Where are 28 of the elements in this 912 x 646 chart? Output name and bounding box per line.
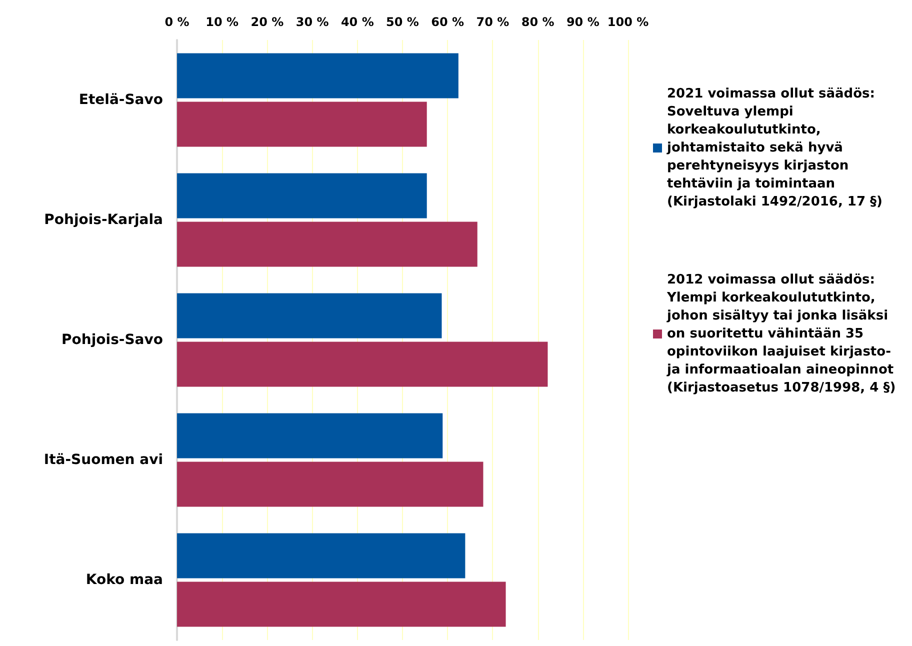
bar [177,102,427,147]
y-tick-label: Pohjois-Savo [62,332,164,348]
x-tick-label: 10 % [206,15,239,29]
y-tick-label: Koko maa [86,572,163,588]
legend-label: 2021 voimassa ollut säädös: Soveltuva ylempi korkeakoulututkinto, johtamistaito sekä hyvä perehtyneisyys kirjaston tehtäviin ja toimintaan (Kirjastolaki 1492/2016, 17 §) [666,86,882,210]
y-tick-label: Etelä-Savo [78,92,164,108]
bar [177,293,442,338]
x-tick-label: 60 % [431,15,464,29]
x-tick-label: 90 % [566,15,600,29]
bar [177,582,506,627]
bar [177,342,548,387]
bar [177,533,466,578]
bar [177,222,478,267]
x-tick-label: 50 % [386,15,419,29]
y-tick-label: Itä-Suomen avi [44,452,163,468]
x-tick-label: 40 % [340,15,374,29]
bar [177,53,458,98]
bar [177,413,443,458]
legend-label: 2012 voimassa ollut säädös: Ylempi korkeakoulututkinto, johon sisältyy tai jonka lisäksi on suoritettu vähintään 35 opintoviikon laajuiset kirjasto- ja informaatioalan aineopinnot (Kirjastoasetus 1078/1998, 4 §) [666,272,898,396]
x-tick-label: 30 % [296,15,329,29]
y-tick-label: Pohjois-Karjala [44,212,163,228]
x-tick-label: 80 % [521,15,554,29]
bar [177,462,484,507]
x-tick-label: 20 % [250,15,284,29]
x-tick-label: 70 % [476,15,510,29]
x-tick-label: 0 % [164,15,190,29]
x-tick-label: 100 % [607,15,649,29]
bar [177,173,427,218]
